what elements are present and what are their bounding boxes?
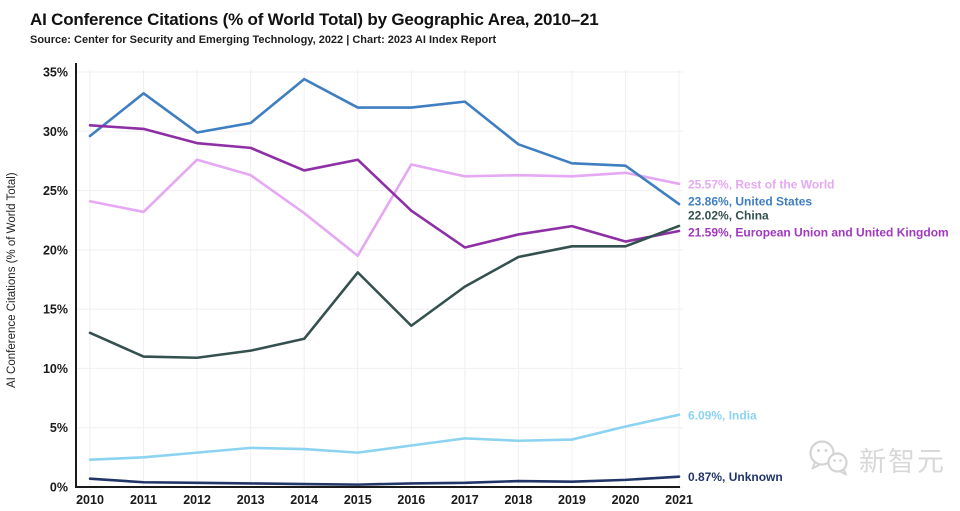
y-tick-label: 10% xyxy=(43,362,68,376)
x-tick-label: 2017 xyxy=(451,493,479,507)
x-tick-label: 2018 xyxy=(504,493,532,507)
series-line-united-states xyxy=(88,77,681,206)
y-tick-label: 15% xyxy=(43,303,68,317)
series-label-united-states: 23.86%, United States xyxy=(688,195,812,209)
series-line-india xyxy=(88,413,681,462)
series-label-european-union-and-united-kingdom: 21.59%, European Union and United Kingdo… xyxy=(688,226,949,240)
x-tick-label: 2016 xyxy=(397,493,425,507)
watermark-text: 新智元 xyxy=(859,446,946,477)
series-label-unknown: 0.87%, Unknown xyxy=(688,470,783,484)
x-tick-label: 2020 xyxy=(612,493,640,507)
y-tick-label: 0% xyxy=(50,481,68,495)
x-tick-label: 2011 xyxy=(130,493,157,507)
x-tick-label: 2012 xyxy=(183,493,211,507)
x-tick-label: 2015 xyxy=(344,493,372,507)
x-tick-label: 2013 xyxy=(237,493,265,507)
y-tick-label: 5% xyxy=(50,421,68,435)
watermark: 新智元 xyxy=(806,438,946,480)
series-line-china xyxy=(88,224,681,360)
series-label-rest-of-the-world: 25.57%, Rest of the World xyxy=(688,177,834,191)
wechat-icon xyxy=(809,440,848,476)
series-label-india: 6.09%, India xyxy=(688,408,757,422)
x-tick-label: 2010 xyxy=(76,493,104,507)
y-tick-label: 30% xyxy=(43,125,68,139)
y-tick-label: 20% xyxy=(43,243,68,257)
series-line-unknown xyxy=(88,475,681,486)
series-line-european-union-and-united-kingdom xyxy=(88,124,681,249)
y-tick-label: 25% xyxy=(43,184,68,198)
page-title: AI Conference Citations (% of World Tota… xyxy=(30,10,599,29)
y-tick-label: 35% xyxy=(43,66,68,80)
series-label-china: 22.02%, China xyxy=(688,208,769,222)
chart-source-caption: Source: Center for Security and Emerging… xyxy=(30,34,497,46)
x-tick-label: 2021 xyxy=(665,493,693,507)
x-tick-label: 2014 xyxy=(290,493,318,507)
x-tick-label: 2019 xyxy=(558,493,586,507)
series-line-rest-of-the-world xyxy=(88,158,681,258)
